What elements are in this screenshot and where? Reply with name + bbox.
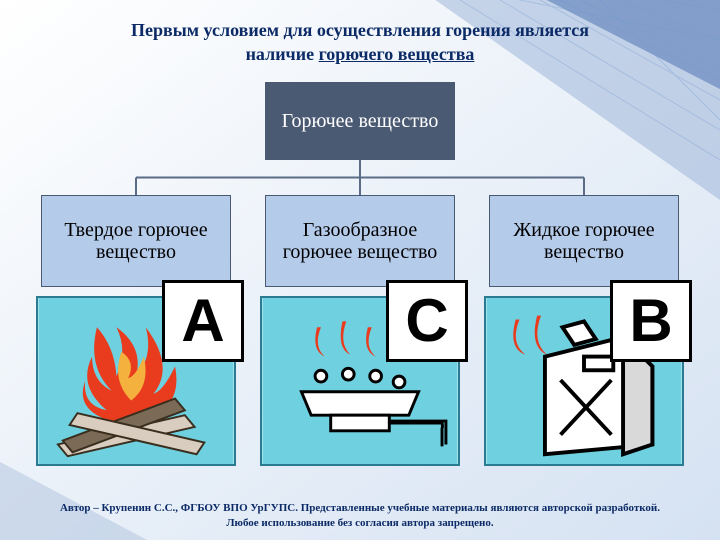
title-line2-underlined: горючего вещества	[319, 44, 475, 64]
slide: Первым условием для осуществления горени…	[0, 0, 720, 540]
tree-child: Жидкое горючее вещество	[489, 195, 679, 287]
tree-child-label: Твердое горючее вещество	[46, 219, 226, 263]
fire-class-letter: C	[386, 280, 468, 362]
fire-class-card: A	[36, 296, 236, 466]
fire-class-letter: A	[162, 280, 244, 362]
tree-root-label: Горючее вещество	[282, 109, 439, 133]
fire-class-letter: B	[610, 280, 692, 362]
tree-root: Горючее вещество	[265, 82, 455, 160]
footer-line1: Автор – Крупенин С.С., ФГБОУ ВПО УрГУПС.…	[60, 502, 660, 514]
title-line2-prefix: наличие	[246, 44, 319, 64]
slide-title: Первым условием для осуществления горени…	[0, 18, 720, 67]
footer: Автор – Крупенин С.С., ФГБОУ ВПО УрГУПС.…	[0, 501, 720, 530]
tree-child: Газообразное горючее вещество	[265, 195, 455, 287]
tree-child-label: Газообразное горючее вещество	[270, 219, 450, 263]
fire-class-card: B	[484, 296, 684, 466]
tree-children-row: Твердое горючее вещество Газообразное гор…	[0, 195, 720, 287]
footer-line2: Любое использование без согласия автора …	[226, 517, 493, 529]
fire-class-card: C	[260, 296, 460, 466]
title-line1: Первым условием для осуществления горени…	[131, 20, 589, 40]
card-row: A C	[0, 296, 720, 466]
tree-child-label: Жидкое горючее вещество	[494, 219, 674, 263]
tree-child: Твердое горючее вещество	[41, 195, 231, 287]
